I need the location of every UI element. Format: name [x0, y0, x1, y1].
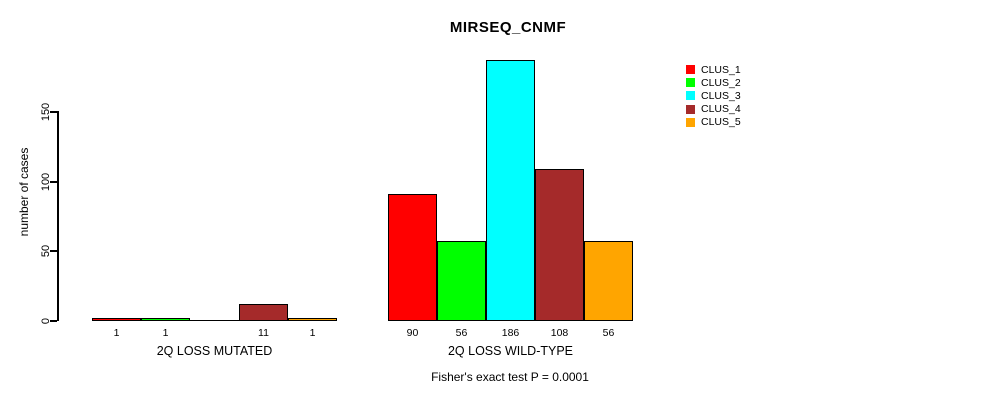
bar-clus_3: [190, 320, 239, 321]
legend: CLUS_1 CLUS_2 CLUS_3 CLUS_4 CLUS_5: [686, 63, 741, 129]
y-axis-tick: [50, 250, 57, 252]
legend-swatch-icon: [686, 78, 695, 88]
bar-clus_1: [92, 318, 141, 321]
bar-value-label: 108: [550, 327, 569, 339]
y-axis-label: number of cases: [17, 147, 31, 237]
legend-label: CLUS_4: [701, 103, 741, 116]
bar-value-label: 56: [602, 327, 615, 339]
legend-swatch-icon: [686, 91, 695, 101]
legend-label: CLUS_1: [701, 63, 741, 76]
legend-label: CLUS_5: [701, 116, 741, 129]
y-axis-tick: [50, 111, 57, 113]
bar-clus_1: [388, 194, 437, 321]
bar-value-label: 11: [258, 327, 269, 339]
bar-clus_4: [535, 169, 584, 321]
legend-item: CLUS_2: [686, 76, 741, 89]
legend-label: CLUS_2: [701, 76, 741, 89]
footnote: Fisher's exact test P = 0.0001: [431, 370, 589, 384]
legend-swatch-icon: [686, 104, 695, 114]
bar-value-label: 1: [309, 327, 316, 339]
legend-item: CLUS_3: [686, 89, 741, 102]
legend-item: CLUS_5: [686, 116, 741, 129]
bar-clus_3: [486, 60, 535, 321]
chart-title: MIRSEQ_CNMF: [449, 19, 567, 36]
bar-clus_2: [141, 318, 190, 321]
bar-value-label: 1: [113, 327, 120, 339]
bar-value-label: 1: [162, 327, 169, 339]
legend-swatch-icon: [686, 65, 695, 75]
y-axis-tick-label: 150: [40, 102, 52, 122]
bar-value-label: 56: [455, 327, 468, 339]
bar-value-label: 186: [501, 327, 520, 339]
bar-clus_5: [288, 318, 337, 321]
y-axis-tick: [50, 181, 57, 183]
legend-label: CLUS_3: [701, 89, 741, 102]
y-axis-tick-label: 100: [40, 172, 52, 192]
y-axis-tick-label: 50: [40, 244, 52, 258]
bar-clus_4: [239, 304, 288, 321]
group-label: 2Q LOSS MUTATED: [156, 344, 273, 358]
bar-value-label: 90: [406, 327, 419, 339]
y-axis-tick: [50, 320, 57, 322]
legend-swatch-icon: [686, 117, 695, 127]
legend-item: CLUS_4: [686, 103, 741, 116]
legend-item: CLUS_1: [686, 63, 741, 76]
y-axis-tick-label: 0: [40, 317, 52, 325]
group-label: 2Q LOSS WILD-TYPE: [447, 344, 574, 358]
bar-clus_2: [437, 241, 486, 321]
y-axis-line: [57, 111, 59, 321]
bar-clus_5: [584, 241, 633, 321]
